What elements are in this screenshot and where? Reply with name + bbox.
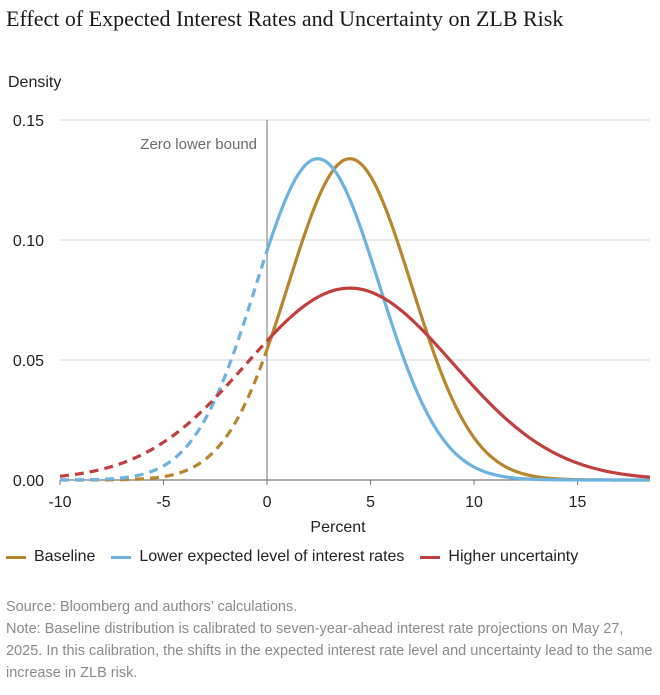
gridlines [60,119,650,481]
x-tick-label: 0 [263,494,272,511]
chart-title: Effect of Expected Interest Rates and Un… [6,6,564,31]
zero-lower-bound-line: Zero lower bound [140,120,268,480]
series-line-baseline-dashed [60,348,269,482]
legend-swatch-baseline [6,555,26,559]
x-tick-label: 15 [569,494,587,511]
source-note: Source: Bloomberg and authors’ calculati… [6,599,298,615]
y-tick-labels: 0.00 0.05 0.10 0.15 [13,113,44,490]
x-tick-label: -5 [156,494,170,511]
density-chart: 0.00 0.05 0.10 0.15 -10 -5 0 5 10 15 Zero lower … [13,113,651,536]
legend-item-lower-rates: Lower expected level of interest rates [111,548,404,566]
series-line-baseline-solid [265,157,650,482]
x-tick-label: 5 [366,494,375,511]
y-tick-label: 0.10 [13,233,44,250]
series-lines [59,157,651,482]
series-line-lower-expected-level-of-interest-rates-solid [265,157,650,482]
x-axis-label: Percent [310,519,366,536]
legend-item-baseline: Baseline [6,548,95,566]
legend-label-baseline: Baseline [34,548,96,565]
x-tick-labels: -10 -5 0 5 10 15 [48,480,587,511]
y-tick-label: 0.05 [13,353,44,370]
footer: Source: Bloomberg and authors’ calculati… [6,596,654,684]
series-line-higher-uncertainty-solid [265,286,651,479]
zero-lower-bound-label: Zero lower bound [140,136,257,153]
x-tick-label: -10 [48,494,71,511]
calibration-note: Note: Baseline distribution is calibrate… [6,621,653,681]
legend-label-lower-rates: Lower expected level of interest rates [139,548,405,565]
legend: Baseline Lower expected level of interes… [6,548,656,566]
y-tick-label: 0.15 [13,113,44,130]
legend-swatch-higher-uncertainty [420,555,441,559]
series-line-higher-uncertainty-dashed [59,339,269,478]
x-tick-label: 10 [465,494,483,511]
y-axis-label: Density [8,74,62,91]
legend-item-higher-uncertainty: Higher uncertainty [420,548,578,566]
legend-label-higher-uncertainty: Higher uncertainty [448,548,579,565]
series-line-lower-expected-level-of-interest-rates-dashed [59,250,269,482]
y-tick-label: 0.00 [13,473,44,490]
legend-swatch-lower-rates [111,555,132,559]
